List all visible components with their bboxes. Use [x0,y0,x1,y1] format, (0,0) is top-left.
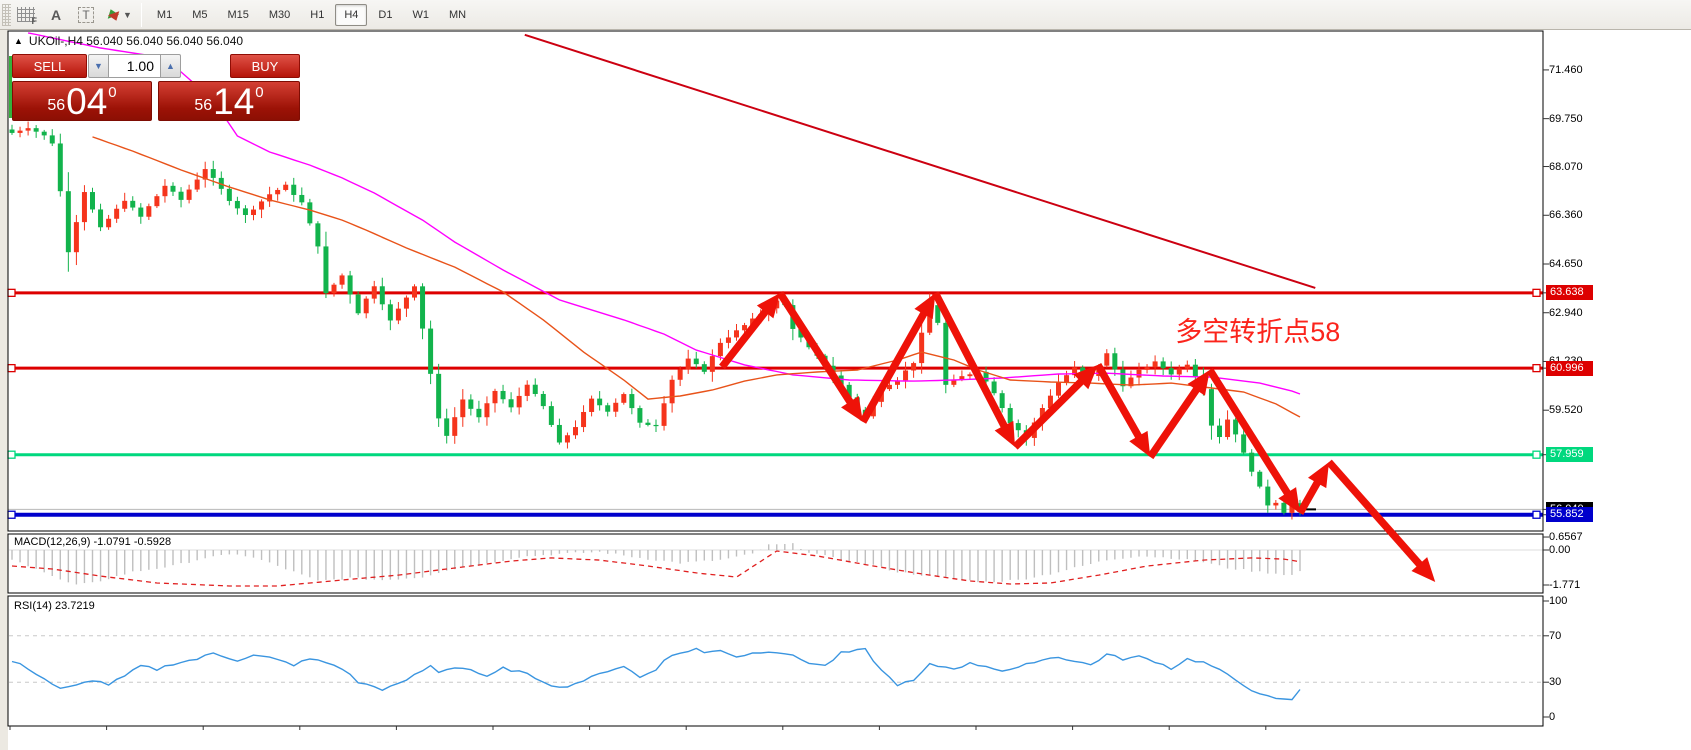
grid-f-icon[interactable]: F [14,3,38,27]
macd-scale-label: 0.6567 [1549,531,1583,544]
sell-price-big: 04 [66,81,108,122]
price-tick-label: 64.650 [1549,258,1583,270]
price-badge-60.996: 60.996 [1546,360,1593,376]
chart-workspace: 多空转折点58 ▲ UKOil-,H4 56.040 56.040 56.040… [0,30,1691,750]
toolbar-drag-handle[interactable] [2,3,11,26]
chart-canvas[interactable]: 多空转折点58 [0,30,1691,750]
volume-increase-button[interactable]: ▲ [160,54,181,78]
arrows-icon [104,6,123,23]
macd-label: MACD(12,26,9) -1.0791 -0.5928 [14,536,172,548]
arrow-style-tool-icon[interactable]: ▼ [104,3,133,27]
macd-scale-label: 0.00 [1549,544,1571,556]
toolbar: F A T ▼ M1 M5 M15 M30 H1 H4 D1 W1 MN [0,0,1691,30]
timeframe-button-w1[interactable]: W1 [412,8,429,21]
timeframe-button-m30[interactable]: M30 [268,8,291,21]
volume-input[interactable] [109,54,160,78]
timeframe-button-m15[interactable]: M15 [227,8,249,21]
timeframe-button-m1[interactable]: M1 [156,8,173,21]
symbol-ohlc-header: ▲ UKOil-,H4 56.040 56.040 56.040 56.040 [14,34,243,48]
letter-a-label: A [50,6,62,23]
macd-scale-label: -1.771 [1549,578,1581,591]
letter-a-tool-icon[interactable]: A [44,3,68,27]
rsi-scale-label: 100 [1549,595,1568,607]
sell-button[interactable]: SELL [12,54,87,78]
buy-price-small: 56 [194,97,213,114]
collapse-triangle-icon[interactable]: ▲ [14,36,23,46]
dropdown-caret-icon: ▼ [123,9,132,20]
symbol-ohlc-text: UKOil-,H4 56.040 56.040 56.040 56.040 [28,34,244,48]
price-tick-label: 66.360 [1549,209,1583,222]
toolbar-separator [140,2,142,27]
timeframe-button-h4[interactable]: H4 [335,3,368,26]
price-badge-55.852: 55.852 [1546,507,1593,523]
timeframe-button-m5[interactable]: M5 [192,8,208,21]
timeframe-button-d1[interactable]: D1 [378,8,393,21]
sell-price-panel[interactable]: 56 04 0 [12,81,152,121]
price-tick-label: 68.070 [1549,160,1583,173]
text-tool-icon[interactable]: T [74,3,98,27]
price-tick-label: 62.940 [1549,306,1583,319]
rsi-scale-label: 0 [1549,711,1556,723]
window-edge [0,30,8,750]
one-click-trade-widget: SELL ▼ ▲ BUY 56 04 0 56 14 0 [9,54,302,121]
buy-price-big: 14 [213,81,255,122]
volume-decrease-button[interactable]: ▼ [88,54,109,78]
timeframe-button-h1[interactable]: H1 [310,8,325,21]
widget-accent-bar [9,56,12,118]
buy-price-panel[interactable]: 56 14 0 [158,81,300,121]
price-badge-63.638: 63.638 [1546,285,1593,301]
rsi-scale-label: 30 [1549,676,1562,689]
price-tick-label: 69.750 [1549,112,1583,125]
price-badge-57.959: 57.959 [1546,447,1593,463]
grid-f-letter: F [31,16,38,26]
timeframe-buttons: M1 M5 M15 M30 H1 H4 D1 W1 MN [147,3,476,26]
rsi-scale-label: 70 [1549,629,1562,642]
price-tick-label: 71.460 [1549,63,1583,76]
sell-price-sup: 0 [108,84,117,101]
svg-text:多空转折点58: 多空转折点58 [1175,317,1340,347]
timeframe-button-mn[interactable]: MN [448,8,467,21]
price-tick-label: 59.520 [1549,404,1583,417]
sell-price-small: 56 [47,97,66,114]
text-tool-letter: T [82,7,90,22]
buy-price-sup: 0 [255,84,264,101]
rsi-label: RSI(14) 23.7219 [14,600,95,612]
buy-button[interactable]: BUY [230,54,300,78]
